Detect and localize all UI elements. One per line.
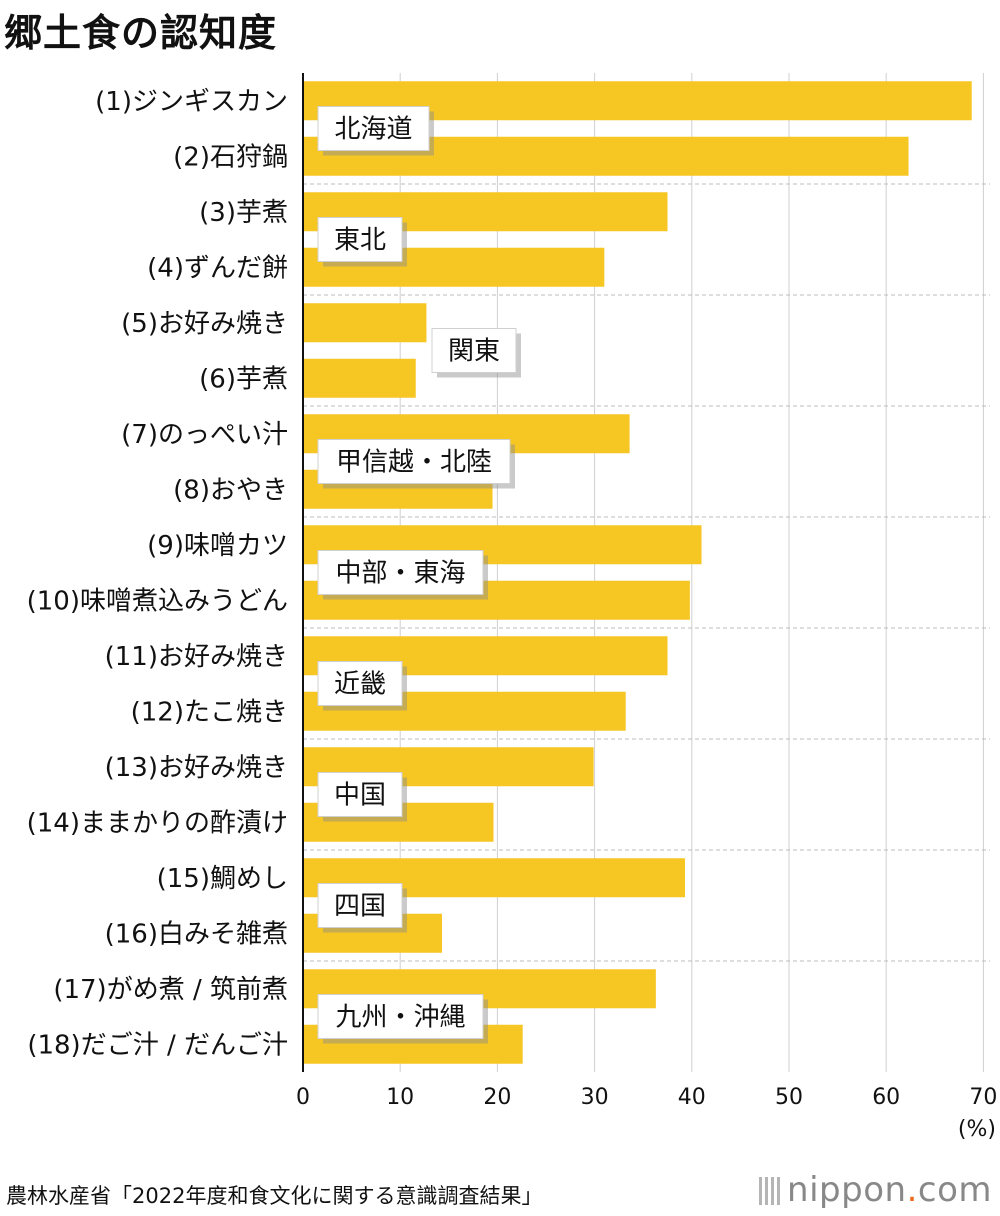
category-label: (9)味噌カツ	[147, 531, 288, 561]
region-label: 甲信越・北陸	[336, 448, 492, 478]
region-label: 中国	[334, 781, 386, 811]
unit-label: (%)	[958, 1117, 996, 1142]
region-box	[431, 328, 517, 373]
category-label: (13)お好み焼き	[105, 753, 288, 783]
region-label: 関東	[448, 337, 500, 367]
category-label: (18)だご汁 / だんご汁	[27, 1030, 288, 1060]
category-label: (3)芋煮	[199, 198, 288, 228]
category-label: (5)お好み焼き	[121, 309, 288, 339]
region-label: 北海道	[334, 115, 412, 145]
logo-main: nippon	[787, 1170, 907, 1210]
region-box	[317, 661, 403, 706]
category-label: (1)ジンギスカン	[95, 87, 288, 117]
category-label: (17)がめ煮 / 筑前煮	[53, 975, 288, 1005]
region-box	[317, 772, 403, 817]
logo-bars-icon	[759, 1177, 782, 1205]
region-box	[317, 550, 484, 595]
region-label: 近畿	[334, 670, 386, 700]
category-label: (10)味噌煮込みうどん	[27, 586, 288, 616]
category-label: (12)たこ焼き	[131, 697, 288, 727]
category-label: (15)鯛めし	[157, 864, 288, 894]
category-label: (14)ままかりの酢漬け	[27, 808, 288, 838]
logo-dot: .	[906, 1170, 918, 1210]
tick-label: 20	[483, 1085, 511, 1110]
category-label: (2)石狩鍋	[173, 142, 288, 172]
nippon-logo: nippon.com	[759, 1170, 992, 1210]
bar	[303, 358, 416, 398]
region-label: 中部・東海	[335, 559, 465, 589]
region-box	[317, 217, 403, 262]
source-note: 農林水産省「2022年度和食文化に関する意識調査結果」	[6, 1184, 543, 1208]
category-label: (7)のっぺい汁	[121, 420, 288, 450]
bar-chart: (1)ジンギスカン (2)石狩鍋 (3)芋煮 (4)ずんだ餅 (5)お好み焼き (6)芋煮…	[27, 73, 997, 1142]
region-label: 九州・沖縄	[335, 1003, 465, 1033]
region-box	[317, 106, 430, 151]
tick-label: 0	[296, 1085, 310, 1110]
tick-label: 60	[872, 1085, 900, 1110]
region-label: 四国	[334, 892, 386, 922]
chart-title: 郷土食の認知度	[4, 11, 278, 55]
tick-label: 70	[969, 1085, 997, 1110]
region-box	[317, 994, 484, 1039]
region-label: 東北	[334, 226, 386, 256]
bar	[303, 303, 427, 343]
category-label: (4)ずんだ餅	[147, 253, 288, 283]
category-label: (8)おやき	[173, 475, 288, 505]
region-box	[317, 439, 511, 484]
category-label: (16)白みそ雑煮	[105, 919, 288, 949]
category-label: (6)芋煮	[199, 364, 288, 394]
category-label: (11)お好み焼き	[105, 642, 288, 672]
region-box	[317, 883, 403, 928]
tick-label: 30	[581, 1085, 609, 1110]
tick-label: 10	[386, 1085, 414, 1110]
tick-label: 50	[775, 1085, 803, 1110]
logo-suffix: com	[917, 1170, 992, 1210]
tick-label: 40	[678, 1085, 706, 1110]
